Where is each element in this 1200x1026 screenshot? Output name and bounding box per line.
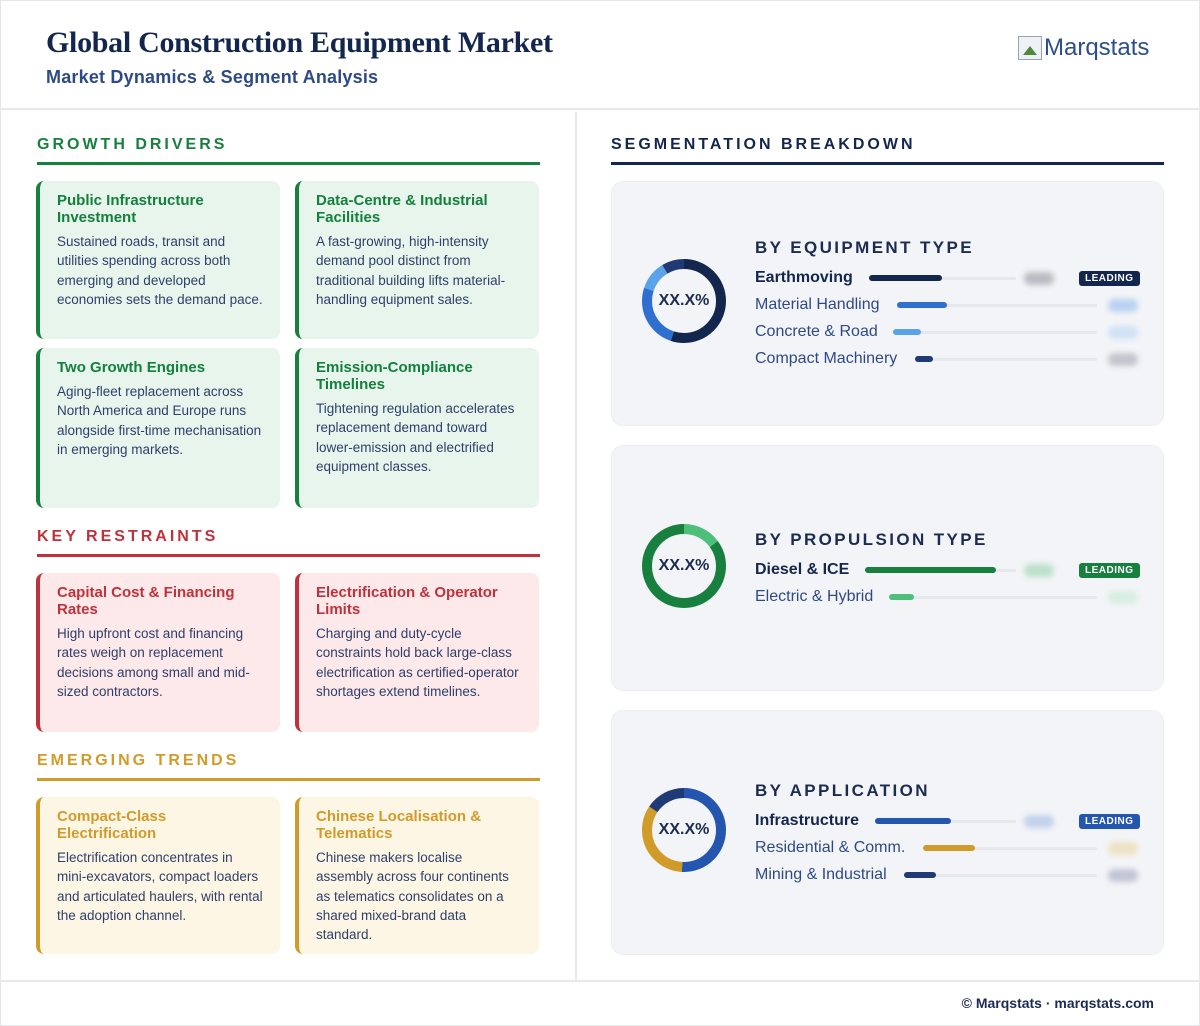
growth-drivers-rule (37, 162, 540, 165)
card-title: Chinese Localisation & Telematics (316, 808, 482, 842)
segment-bar (893, 329, 921, 335)
emerging-trends-rule (37, 778, 540, 781)
driver-card: Public Infrastructure Investment Sustain… (36, 181, 280, 339)
card-text: A fast-growing, high-intensity demand po… (316, 234, 506, 307)
donut-center-label: XX.X% (658, 292, 710, 309)
card-title: Public Infrastructure Investment (57, 192, 204, 226)
segment-bar (915, 356, 933, 362)
restraint-card: Capital Cost & Financing Rates High upfr… (36, 573, 280, 732)
page-footer: © Marqstats · marqstats.com (0, 980, 1200, 1026)
driver-card: Two Growth Engines Aging-fleet replaceme… (36, 348, 280, 508)
segment-row: Infrastructure LEADING (755, 811, 1145, 831)
segment-row: Material Handling (755, 295, 1145, 315)
segment-label: Earthmoving (755, 269, 853, 286)
segment-row: Electric & Hybrid (755, 587, 1145, 607)
card-text: Aging-fleet replacement across North Ame… (57, 384, 262, 457)
leading-badge: LEADING (1079, 563, 1140, 578)
blurred-value (1024, 815, 1054, 828)
brand-logo[interactable]: Marqstats (1018, 34, 1149, 62)
column-divider (575, 112, 577, 980)
segment-track (904, 874, 1097, 877)
leading-badge: LEADING (1079, 814, 1140, 829)
blurred-value (1108, 353, 1138, 366)
card-title: Electrification & Operator Limits (316, 584, 498, 618)
segment-row: Mining & Industrial (755, 865, 1145, 885)
leading-badge: LEADING (1079, 271, 1140, 286)
segmentation-rule (611, 162, 1164, 165)
propulsion-donut-chart (642, 524, 726, 608)
donut-center-label: XX.X% (658, 821, 710, 838)
driver-card: Data-Centre & Industrial Facilities A fa… (295, 181, 539, 339)
segment-panel-equipment: XX.X% BY EQUIPMENT TYPE Earthmoving LEAD… (611, 181, 1164, 426)
logo-alt-text: Marqstats (1044, 34, 1150, 61)
card-title: Two Growth Engines (57, 359, 206, 376)
card-title: Data-Centre & Industrial Facilities (316, 192, 488, 226)
blurred-value (1024, 564, 1054, 577)
segment-label: Concrete & Road (755, 323, 878, 340)
segment-bar (923, 845, 975, 851)
card-text: Chinese makers localise assembly across … (316, 850, 509, 943)
blurred-value (1108, 869, 1138, 882)
growth-drivers-heading: GROWTH DRIVERS (37, 136, 228, 153)
segment-panel-application: XX.X% BY APPLICATION Infrastructure LEAD… (611, 710, 1164, 955)
restraint-card: Electrification & Operator Limits Chargi… (295, 573, 539, 732)
segment-label: Electric & Hybrid (755, 588, 874, 605)
key-restraints-heading: KEY RESTRAINTS (37, 528, 219, 545)
segment-track (923, 847, 1097, 850)
card-title: Emission-Compliance Timelines (316, 359, 473, 393)
card-text: Tightening regulation accelerates replac… (316, 401, 515, 474)
segment-label: Material Handling (755, 296, 880, 313)
segment-track (889, 596, 1097, 599)
segment-row: Diesel & ICE LEADING (755, 560, 1145, 580)
segment-row: Concrete & Road (755, 322, 1145, 342)
segment-label: Mining & Industrial (755, 866, 887, 883)
segment-row: Compact Machinery (755, 349, 1145, 369)
page-title: Global Construction Equipment Market (46, 26, 553, 59)
page-header: Global Construction Equipment Market Mar… (0, 0, 1200, 110)
key-restraints-rule (37, 554, 540, 557)
segment-title: BY APPLICATION (755, 781, 930, 800)
segment-panel-propulsion: XX.X% BY PROPULSION TYPE Diesel & ICE LE… (611, 445, 1164, 691)
segment-bar (889, 594, 914, 600)
segment-label: Compact Machinery (755, 350, 898, 367)
segment-title: BY EQUIPMENT TYPE (755, 238, 975, 257)
blurred-value (1108, 842, 1138, 855)
segment-row: Residential & Comm. (755, 838, 1145, 858)
blurred-value (1108, 299, 1138, 312)
footer-credit[interactable]: © Marqstats · marqstats.com (961, 995, 1154, 1011)
segment-bar (875, 818, 951, 824)
segment-track (869, 277, 1016, 280)
application-donut-chart (642, 788, 726, 872)
segment-title: BY PROPULSION TYPE (755, 530, 988, 549)
segment-row: Earthmoving LEADING (755, 268, 1145, 288)
card-text: Charging and duty-cycle constraints hold… (316, 626, 519, 699)
equipment-donut-chart (642, 259, 726, 343)
card-title: Compact-Class Electrification (57, 808, 167, 842)
page-subtitle: Market Dynamics & Segment Analysis (46, 67, 379, 87)
blurred-value (1024, 272, 1054, 285)
driver-card: Emission-Compliance Timelines Tightening… (295, 348, 539, 508)
emerging-trends-heading: EMERGING TRENDS (37, 752, 240, 769)
segment-label: Infrastructure (755, 812, 860, 829)
card-text: Electrification concentrates in mini-exc… (57, 850, 263, 923)
segment-bar (869, 275, 942, 281)
card-text: Sustained roads, transit and utilities s… (57, 234, 263, 307)
segment-label: Residential & Comm. (755, 839, 906, 856)
segment-track (915, 358, 1097, 361)
trend-card: Compact-Class Electrification Electrific… (36, 797, 280, 954)
trend-card: Chinese Localisation & Telematics Chines… (295, 797, 539, 954)
blurred-value (1108, 326, 1138, 339)
blurred-value (1108, 591, 1138, 604)
broken-image-icon (1018, 36, 1042, 60)
donut-center-label: XX.X% (658, 557, 710, 574)
segment-label: Diesel & ICE (755, 561, 850, 578)
card-title: Capital Cost & Financing Rates (57, 584, 235, 618)
segment-bar (897, 302, 947, 308)
segment-track (897, 304, 1097, 307)
segment-bar (865, 567, 996, 573)
segment-track (893, 331, 1097, 334)
segment-bar (904, 872, 936, 878)
card-text: High upfront cost and financing rates we… (57, 626, 250, 699)
segmentation-heading: SEGMENTATION BREAKDOWN (611, 136, 916, 153)
